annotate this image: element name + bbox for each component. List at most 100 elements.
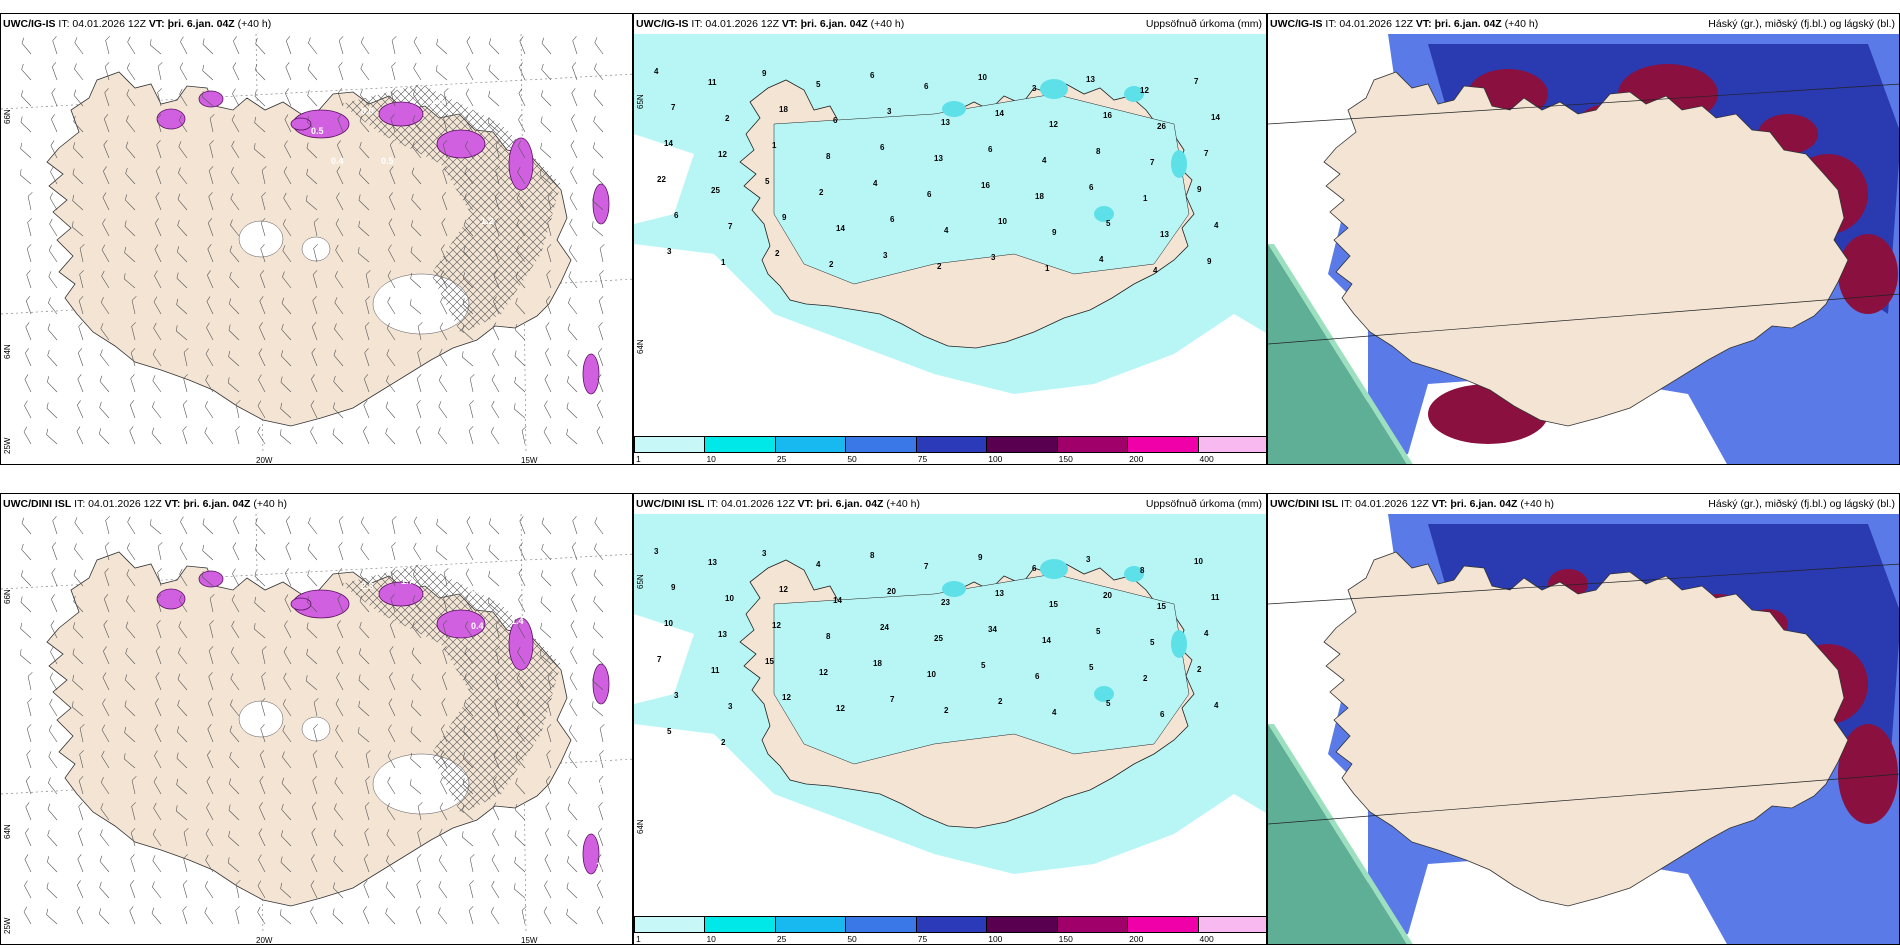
precip-value: 16 (981, 181, 990, 190)
wind-barb (567, 829, 578, 847)
wind-barb (441, 192, 448, 211)
precip-value: 20 (1103, 591, 1112, 600)
wind-barb (567, 323, 578, 341)
wind-barb (333, 375, 344, 393)
wind-barb (98, 908, 110, 925)
precip-value: 5 (765, 177, 770, 186)
precip-value: 3 (1032, 84, 1037, 93)
precip-blob (592, 663, 610, 705)
precip-value: 6 (674, 211, 679, 220)
wind-barb (333, 829, 344, 847)
wind-barb (227, 377, 240, 393)
wind-barb (152, 348, 162, 367)
panel-r2-wind: UWC/DINI ISL IT: 04.01.2026 12Z VT: þri.… (0, 493, 633, 945)
wind-barb (100, 776, 110, 795)
wind-barb (204, 400, 214, 419)
wind-barb (515, 751, 526, 769)
wind-barb (100, 296, 110, 315)
precip-value: 7 (1194, 77, 1199, 86)
wind-barb (365, 270, 371, 289)
wind-barb (27, 672, 33, 691)
wind-barb (594, 37, 604, 55)
wind-barb (599, 724, 605, 743)
wind-barb (545, 828, 552, 847)
wind-barb (177, 219, 188, 237)
wind-barb (359, 141, 370, 159)
wind-barb (313, 724, 318, 743)
wind-barb (494, 192, 500, 211)
wind-barb (390, 594, 396, 613)
wind-barb (494, 698, 500, 717)
precip-value: 10 (978, 73, 987, 82)
wind-barb (490, 906, 500, 925)
precip-value: 14 (1211, 113, 1220, 122)
wind-barb (205, 374, 214, 393)
precip-value: 4 (1214, 221, 1219, 230)
wind-barb (259, 270, 266, 289)
wind-barb (254, 544, 266, 561)
precip-value: 6 (1160, 710, 1165, 719)
lat-label: 65N (636, 94, 645, 109)
wind-barb (48, 777, 58, 795)
wind-barb (129, 426, 136, 445)
precip-spot (1094, 686, 1114, 702)
wind-barb (77, 400, 84, 419)
wind-barb (73, 89, 84, 107)
wind-barb (149, 39, 162, 55)
wind-barb (514, 830, 526, 847)
wind-barb (102, 698, 110, 717)
wind-barb (332, 882, 344, 899)
wind-barb (51, 594, 58, 613)
wind-barb (385, 401, 396, 419)
wind-barb (104, 62, 110, 81)
precip-value: 25 (934, 634, 943, 643)
wind-barb (568, 297, 578, 315)
wind-barb (52, 516, 58, 535)
wind-barb (338, 62, 344, 81)
wind-barb (204, 907, 214, 925)
wind-barb (20, 142, 32, 159)
wind-barb (462, 298, 474, 315)
wind-barb (282, 271, 292, 289)
wind-barb (156, 620, 162, 639)
precip-blob (508, 137, 534, 191)
wind-barb (597, 400, 604, 419)
wind-barb (440, 776, 448, 795)
wind-barb (177, 673, 188, 691)
wind-barb (487, 117, 500, 133)
precip-blob (378, 581, 424, 607)
precip-spot (942, 101, 966, 117)
wind-barb (259, 802, 266, 821)
wind-barb (469, 880, 474, 899)
wind-barb (124, 700, 136, 717)
wind-barb (386, 829, 396, 847)
wind-barb (389, 620, 396, 639)
precip-value: 12 (782, 693, 791, 702)
wind-barb (229, 725, 240, 743)
precip-value: 2 (998, 697, 1003, 706)
panel-title: UWC/IG-IS IT: 04.01.2026 12Z VT: þri. 6.… (3, 18, 272, 30)
wind-barb (571, 62, 578, 81)
legend-label: 10 (706, 934, 716, 944)
wind-barb (307, 89, 318, 107)
wind-barb (598, 296, 604, 315)
wind-barb (72, 622, 84, 639)
wind-barb (131, 322, 136, 341)
wind-barb (462, 804, 474, 821)
precip-blob (290, 597, 312, 611)
precip-value: 2 (1197, 665, 1202, 674)
wind-barb (20, 570, 32, 587)
wind-barb (416, 374, 422, 393)
wind-barb (154, 244, 162, 263)
precip-value: 7 (924, 562, 929, 571)
wind-barb (123, 273, 136, 289)
wind-barb (25, 802, 32, 821)
wind-barb (48, 244, 58, 263)
wind-barb (337, 114, 344, 133)
wind-barb (285, 568, 292, 587)
wind-barb (254, 596, 266, 613)
precip-value: 8 (826, 632, 831, 641)
wind-barb (335, 724, 344, 743)
wind-barb (233, 36, 240, 55)
precip-value: 15 (1049, 600, 1058, 609)
